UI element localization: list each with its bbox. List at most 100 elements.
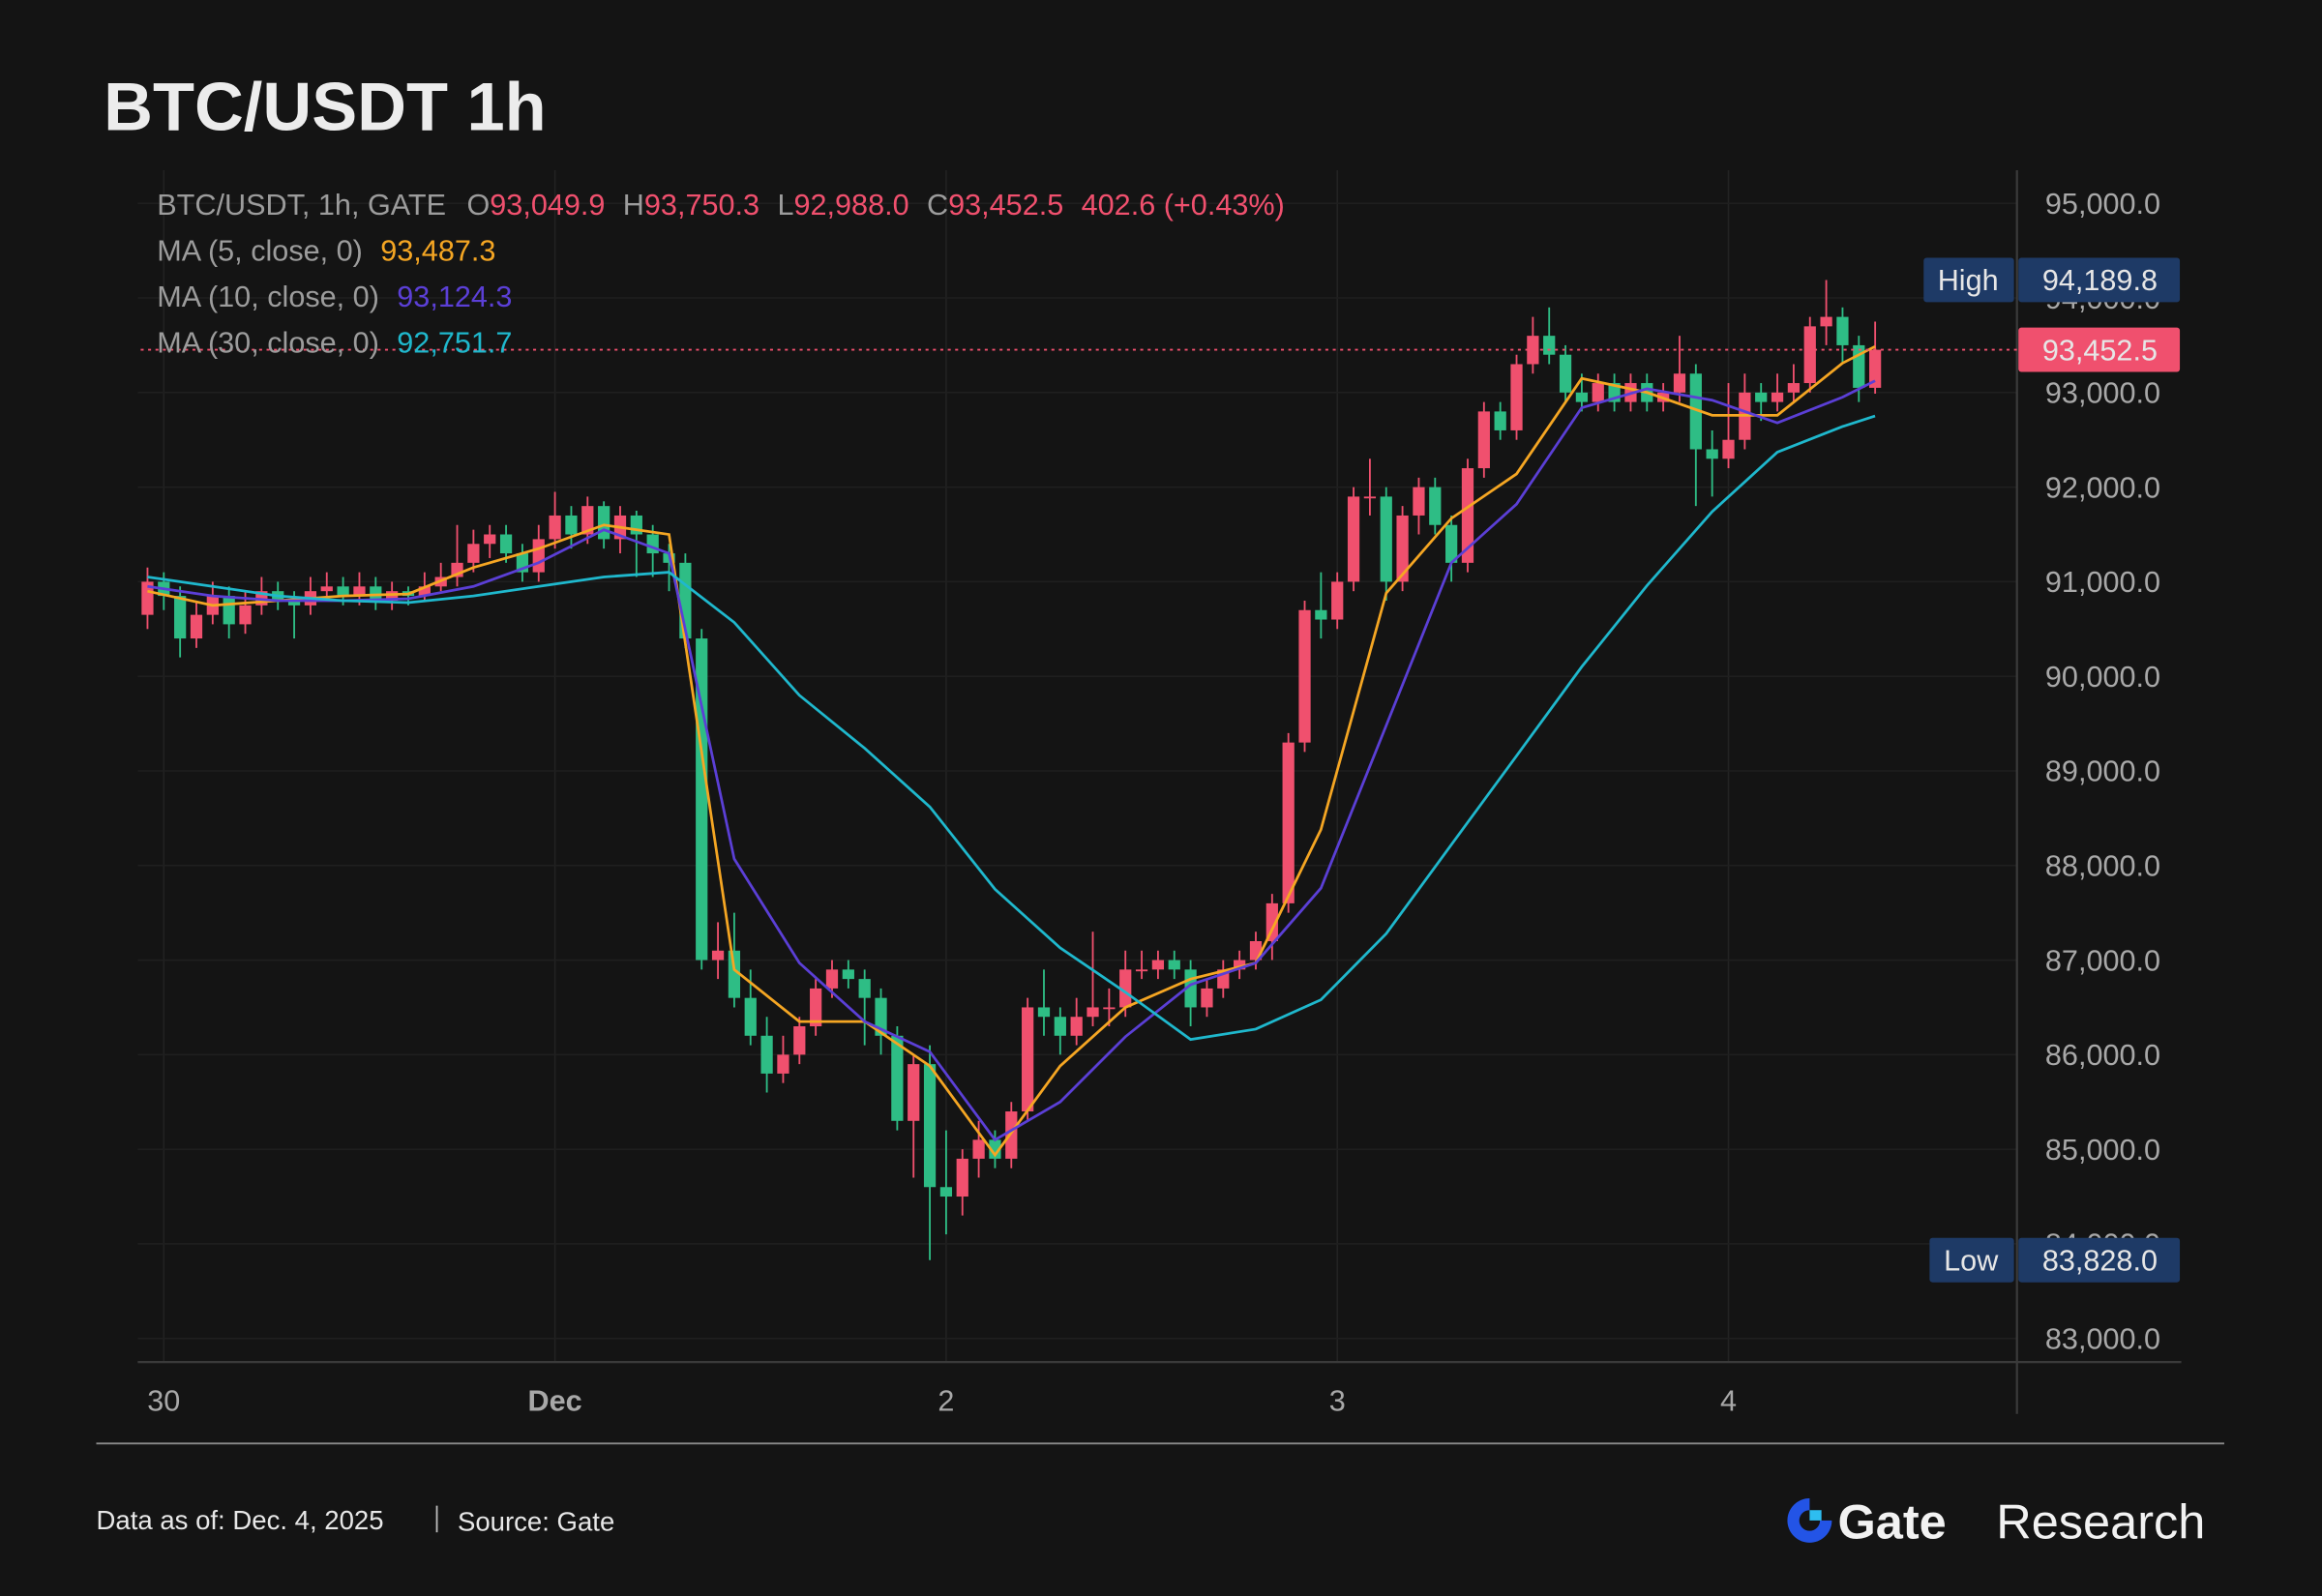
y-tick-label: 91,000.0	[2045, 566, 2160, 599]
candle-body	[1413, 487, 1425, 516]
candle-body	[598, 506, 610, 540]
candle-body	[1559, 354, 1572, 393]
candle-body	[1592, 383, 1604, 402]
candle-body	[1706, 449, 1718, 459]
x-tick-label: 3	[1329, 1385, 1346, 1418]
candle-body	[1820, 316, 1832, 327]
y-tick-label: 93,000.0	[2045, 377, 2160, 410]
candle-body	[337, 586, 349, 597]
candle-body	[1689, 373, 1702, 450]
legend-entry: MA (30, close, 0) 92,751.7	[157, 326, 512, 359]
candle-body	[1543, 336, 1556, 355]
candle-body	[239, 605, 252, 625]
candle-body	[923, 1064, 937, 1188]
candle-body	[1234, 960, 1246, 970]
legend-label: MA (5, close, 0)	[157, 234, 363, 267]
candle-body	[1022, 1007, 1034, 1112]
legend-label: MA (30, close, 0)	[157, 326, 379, 359]
marker-value-box	[2018, 257, 2181, 303]
candle-body	[1201, 988, 1213, 1008]
candle-body	[174, 596, 187, 639]
x-tick-label: 30	[147, 1385, 180, 1418]
plot-area: 30Dec23483,000.084,000.085,000.086,000.0…	[137, 170, 2182, 1418]
candle-body	[1477, 411, 1490, 469]
candle-body	[1037, 1007, 1051, 1018]
marker-value: 94,189.8	[2042, 264, 2158, 297]
candle-body	[1363, 496, 1377, 499]
candle-body	[842, 969, 854, 980]
brand-suffix: Research	[1996, 1493, 2205, 1549]
marker-value: 83,828.0	[2042, 1244, 2158, 1277]
candle-body	[1461, 468, 1474, 563]
candle-body	[1265, 902, 1278, 942]
candle-body	[728, 950, 741, 998]
ohlc-header: BTC/USDT, 1h, GATE O93,049.9 H93,750.3 L92,…	[157, 189, 1285, 222]
ohlc-value: 92,988.0	[793, 189, 908, 222]
candle-body	[1673, 373, 1686, 393]
symbol: BTC/USDT, 1h, GATE	[157, 189, 446, 222]
y-tick-label: 92,000.0	[2045, 471, 2160, 504]
ohlc-label: C	[927, 189, 948, 222]
candle-body	[1803, 326, 1816, 384]
ohlc-label: H	[623, 189, 644, 222]
candle-body	[1787, 383, 1801, 393]
candle-body	[858, 979, 871, 998]
candle-body	[989, 1139, 1001, 1159]
candle-body	[1151, 960, 1165, 970]
candle-body	[1103, 1007, 1116, 1010]
candle-body	[565, 515, 578, 535]
candle-body	[1575, 392, 1589, 402]
x-tick-label: Dec	[528, 1385, 582, 1418]
footer-source: Source: Gate	[458, 1507, 614, 1537]
y-tick-label: 88,000.0	[2045, 849, 2160, 882]
candle-body	[956, 1158, 968, 1197]
legend-label: MA (10, close, 0)	[157, 281, 379, 313]
candle-body	[972, 1139, 985, 1159]
candle-body	[1445, 524, 1458, 563]
candle-body	[810, 988, 822, 1027]
candle-body	[760, 1035, 773, 1074]
marker-label: High	[1938, 264, 1999, 297]
x-tick-label: 2	[938, 1385, 954, 1418]
y-tick-label: 86,000.0	[2045, 1039, 2160, 1072]
candle-body	[418, 586, 431, 597]
candle-body	[320, 586, 333, 592]
ohlc-label: L	[777, 189, 793, 222]
y-tick-label: 85,000.0	[2045, 1134, 2160, 1167]
candle-body	[1429, 487, 1442, 525]
candle-body	[1315, 609, 1327, 620]
candle-body	[793, 1026, 806, 1055]
change: 402.6 (+0.43%)	[1082, 189, 1285, 222]
candle-body	[1087, 1007, 1099, 1018]
y-tick-label: 83,000.0	[2045, 1322, 2160, 1355]
y-tick-label: 95,000.0	[2045, 188, 2160, 221]
candle-body	[386, 591, 399, 601]
legend: BTC/USDT, 1h, GATE O93,049.9 H93,750.3 L92,…	[157, 189, 1285, 359]
legend-value: 93,487.3	[380, 234, 495, 267]
candle-body	[646, 534, 659, 554]
x-tick-label: 4	[1720, 1385, 1737, 1418]
candle-body	[1119, 969, 1132, 1008]
candle-body	[190, 614, 203, 639]
candle-body	[353, 586, 366, 597]
ohlc-value: 93,049.9	[490, 189, 605, 222]
candle-body	[939, 1187, 953, 1197]
candle-body	[1054, 1017, 1066, 1036]
candle-body	[1298, 609, 1311, 743]
candle-body	[1168, 960, 1180, 970]
candle-body	[744, 997, 757, 1036]
legend-value: 93,124.3	[397, 281, 512, 313]
marker-label: Low	[1944, 1244, 1999, 1277]
candle-body	[1494, 411, 1506, 430]
brand-logo: Gate Research	[1787, 1493, 2205, 1549]
candle-body	[1722, 439, 1735, 459]
candle-body	[581, 506, 594, 535]
ohlc-value: 93,750.3	[644, 189, 759, 222]
legend-entry: MA (5, close, 0) 93,487.3	[157, 234, 495, 267]
ma-line	[147, 379, 1876, 1142]
marker-label-box	[1929, 1237, 2014, 1283]
ma-line	[147, 344, 1876, 1158]
marker-value-box	[2018, 327, 2181, 372]
chart-title: BTC/USDT 1h	[104, 69, 547, 145]
